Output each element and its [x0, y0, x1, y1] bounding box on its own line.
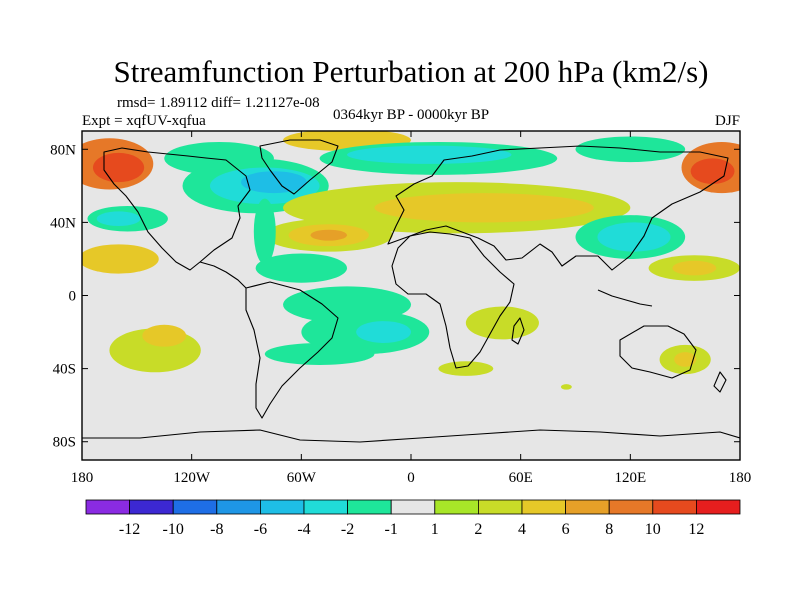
- colorbar: -12 -10 -8 -6 -4 -2 -1 1 2 4 6 8 10 12: [85, 499, 741, 538]
- anomaly-region: [560, 384, 572, 390]
- colorbar-segment: [565, 499, 610, 515]
- x-tick-label: 120W: [173, 470, 211, 486]
- colorbar-segment: [129, 499, 174, 515]
- colorbar-label: -1: [385, 521, 398, 538]
- coastline-greenland: [259, 139, 339, 195]
- map-plot: 180 120W 60W 0 60E 120E 180 80N 40N 0 40S 80S: [50, 130, 752, 486]
- coastline-antarctica: [82, 429, 740, 443]
- anomaly-region: [310, 229, 348, 241]
- coastline-madagascar: [511, 317, 525, 345]
- x-tick-label: 180: [729, 470, 752, 486]
- anomaly-region: [690, 158, 735, 185]
- x-tick-label: 120E: [614, 470, 646, 486]
- colorbar-segment: [652, 499, 697, 515]
- anomaly-regions: [82, 131, 740, 390]
- colorbar-segment: [696, 499, 741, 515]
- anomaly-region: [356, 321, 412, 344]
- x-tick-label: 180: [71, 470, 94, 486]
- coastline-new-zealand: [713, 371, 727, 393]
- period-label: 0364kyr BP - 0000kyr BP: [333, 107, 489, 123]
- colorbar-label: -2: [341, 521, 354, 538]
- colorbar-label: -12: [119, 521, 140, 538]
- colorbar-segment: [608, 499, 654, 515]
- coastlines: [82, 139, 740, 443]
- anomaly-region: [142, 324, 187, 347]
- anomaly-region: [241, 171, 307, 194]
- anomaly-region: [672, 260, 717, 276]
- anomaly-region: [255, 253, 348, 283]
- colorbar-label: -4: [297, 521, 310, 538]
- colorbar-label: 4: [518, 521, 526, 538]
- colorbar-segment: [85, 499, 130, 515]
- x-tick-label: 60W: [287, 470, 317, 486]
- colorbar-label: 8: [605, 521, 613, 538]
- colorbar-segment: [390, 499, 436, 515]
- anomaly-region: [597, 222, 671, 252]
- anomaly-region: [82, 244, 159, 274]
- colorbar-label: -8: [210, 521, 223, 538]
- anomaly-region: [465, 306, 539, 340]
- colorbar-segment: [521, 499, 566, 515]
- chart-title: Streamfunction Perturbation at 200 hPa (…: [114, 54, 709, 89]
- colorbar-segment: [303, 499, 348, 515]
- colorbar-segment: [347, 499, 392, 515]
- coastline-europe-asia: [387, 145, 729, 271]
- colorbar-label: 10: [645, 521, 661, 538]
- anomaly-region: [264, 343, 375, 365]
- season-label: DJF: [715, 113, 740, 129]
- colorbar-label: 2: [474, 521, 482, 538]
- experiment-label: Expt = xqfUV-xqfua: [82, 113, 206, 129]
- coastline-central-america: [199, 261, 247, 289]
- y-axis-ticks: 80N 40N 0 40S 80S: [50, 142, 740, 451]
- colorbar-segment: [172, 499, 218, 515]
- anomaly-region: [347, 145, 512, 164]
- colorbar-label: 12: [688, 521, 704, 538]
- x-axis-ticks: 180 120W 60W 0 60E 120E 180: [71, 131, 752, 486]
- coastline-australia: [619, 325, 697, 379]
- colorbar-label: 6: [562, 521, 570, 538]
- colorbar-label: -6: [254, 521, 267, 538]
- colorbar-label: 1: [431, 521, 439, 538]
- anomaly-region: [96, 211, 141, 227]
- anomaly-region: [374, 193, 594, 223]
- colorbar-segment: [216, 499, 261, 515]
- colorbar-segment: [434, 499, 479, 515]
- anomaly-region: [92, 152, 145, 183]
- anomaly-region: [438, 361, 494, 376]
- y-tick-label: 0: [69, 289, 77, 305]
- plot-background: [82, 131, 740, 460]
- coastline-indonesia: [597, 289, 653, 307]
- anomaly-region: [253, 198, 276, 265]
- y-tick-label: 40N: [50, 215, 76, 231]
- y-tick-label: 80S: [53, 435, 76, 451]
- colorbar-segment: [259, 499, 305, 515]
- colorbar-label: -10: [163, 521, 184, 538]
- y-tick-label: 40S: [53, 362, 76, 378]
- x-tick-label: 0: [407, 470, 415, 486]
- coastline-africa: [391, 231, 515, 369]
- colorbar-segment: [477, 499, 523, 515]
- stats-line: rmsd= 1.89112 diff= 1.21127e-08: [117, 95, 320, 111]
- coastline-north-america: [103, 147, 251, 271]
- coastline-south-america: [245, 281, 339, 419]
- anomaly-region: [674, 352, 697, 367]
- y-tick-label: 80N: [50, 142, 76, 158]
- x-tick-label: 60E: [509, 470, 533, 486]
